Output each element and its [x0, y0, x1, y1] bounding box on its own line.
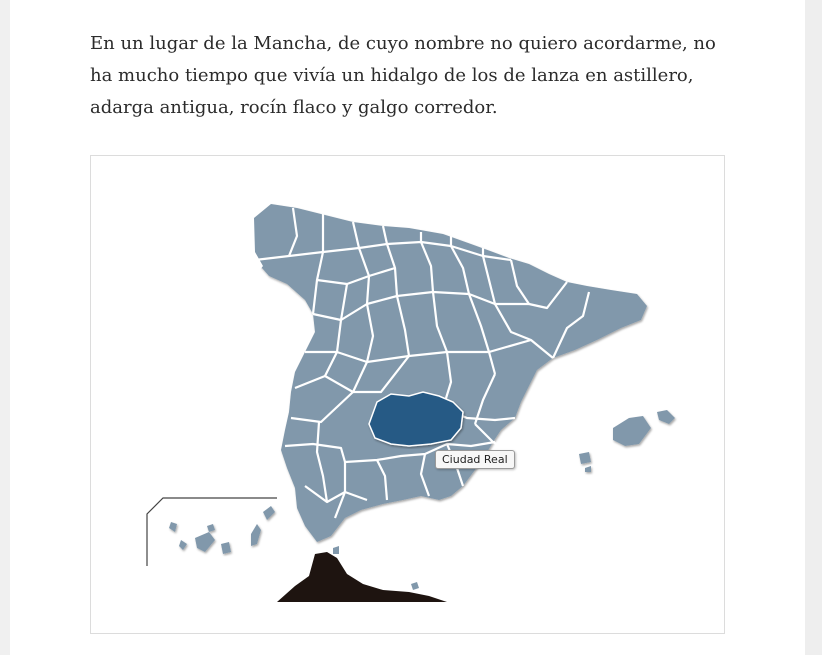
province-ciudad-real[interactable]	[368, 391, 464, 447]
map-canvas	[146, 204, 675, 602]
province-tooltip: Ciudad Real	[435, 450, 515, 469]
melilla	[411, 582, 419, 590]
balearic-islands	[579, 410, 675, 472]
portugal-area	[231, 218, 263, 276]
north-africa	[277, 552, 447, 602]
spain-provinces-map: Ciudad Real	[90, 155, 725, 634]
ceuta	[333, 546, 339, 554]
page-content: En un lugar de la Mancha, de cuyo nombre…	[10, 0, 805, 655]
article-paragraph: En un lugar de la Mancha, de cuyo nombre…	[90, 33, 716, 118]
canary-islands-inset	[146, 497, 277, 566]
page-scrollbar[interactable]	[805, 0, 822, 655]
